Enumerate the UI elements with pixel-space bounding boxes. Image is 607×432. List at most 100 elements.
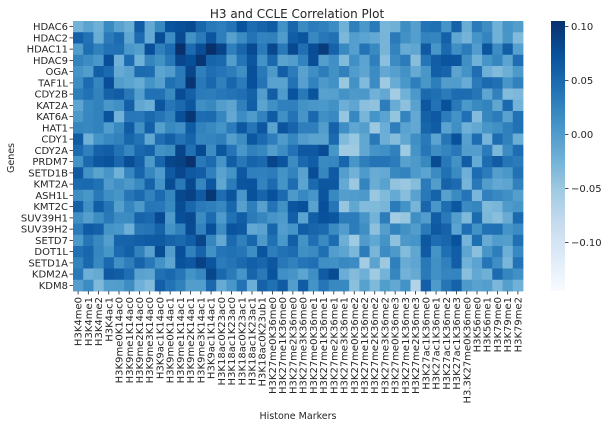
heatmap-cell (420, 111, 432, 123)
heatmap-cell (154, 32, 166, 44)
heatmap-cell (359, 178, 370, 191)
heatmap-cell (349, 66, 360, 78)
heatmap-cell (318, 133, 330, 146)
heatmap-cell (390, 212, 401, 224)
x-tick-label: H3K27ac1K36me3 (452, 297, 463, 390)
heatmap-cell (195, 122, 207, 134)
heatmap-cell (185, 201, 197, 213)
heatmap-cell (124, 43, 135, 56)
heatmap-cell (349, 77, 360, 89)
heatmap-cell (287, 178, 299, 191)
heatmap-cell (492, 189, 503, 202)
heatmap-cell (359, 201, 370, 213)
heatmap-cell (83, 43, 94, 56)
heatmap-cell (369, 144, 381, 157)
heatmap-cell (226, 178, 238, 191)
heatmap-cell (277, 43, 289, 56)
heatmap-cell (512, 88, 524, 101)
heatmap-cell (492, 88, 503, 101)
heatmap-cell (379, 144, 391, 157)
y-tick-label: KMT2C (33, 202, 68, 213)
heatmap-cell (379, 257, 391, 269)
heatmap-cell (113, 144, 125, 157)
heatmap-cell (154, 257, 166, 269)
heatmap-cell (144, 133, 156, 146)
heatmap-cell (308, 54, 319, 67)
heatmap-cell (154, 88, 166, 101)
heatmap-cell (400, 268, 411, 281)
heatmap-cell (185, 77, 197, 89)
heatmap-cell (430, 122, 442, 134)
heatmap-cell (369, 133, 381, 146)
heatmap-cell (83, 246, 94, 258)
x-tick-label: H3K27me3K36me2 (380, 297, 391, 394)
heatmap-cell (349, 32, 360, 44)
heatmap-cell (226, 144, 238, 157)
heatmap-cell (338, 66, 350, 78)
heatmap-cell (277, 99, 289, 112)
heatmap-cell (441, 223, 452, 236)
heatmap-cell (308, 122, 319, 134)
heatmap-cell (83, 88, 94, 101)
heatmap-cell (236, 223, 248, 236)
heatmap-cell (379, 167, 391, 179)
heatmap-cell (124, 189, 135, 202)
heatmap-cell (492, 246, 503, 258)
heatmap-cell (257, 133, 268, 146)
heatmap-cell (349, 189, 360, 202)
heatmap-cell (103, 133, 115, 146)
heatmap-cell (287, 111, 299, 123)
y-tick-label: CDY1 (41, 135, 68, 146)
heatmap-cell (492, 167, 503, 179)
heatmap-cell (430, 99, 442, 112)
heatmap-cell (103, 122, 115, 134)
heatmap-cell (236, 178, 248, 191)
heatmap-cell (430, 234, 442, 247)
heatmap-cell (73, 279, 84, 292)
heatmap-cell (216, 268, 227, 281)
heatmap-cell (124, 99, 135, 112)
heatmap-cell (502, 156, 514, 168)
heatmap-cell (492, 178, 503, 191)
y-tick-label: ASH1L (35, 191, 68, 202)
heatmap-cell (369, 246, 381, 258)
heatmap-cell (83, 268, 94, 281)
heatmap-cell (359, 66, 370, 78)
heatmap-cell (124, 246, 135, 258)
heatmap-cell (328, 279, 340, 292)
heatmap-cell (134, 54, 145, 67)
x-tick-labels: H3K4me0 H3K4me1 H3K4me2 H3K4ac1 H3K9me0K14ac… (74, 291, 524, 404)
heatmap-cell (113, 257, 125, 269)
heatmap-cell (359, 268, 370, 281)
heatmap-cell (359, 88, 370, 101)
heatmap-cell (338, 43, 350, 56)
heatmap-cell (349, 133, 360, 146)
heatmap-cell (93, 99, 105, 112)
y-tick-label: CDY2A (35, 146, 69, 157)
heatmap-cell (492, 201, 503, 213)
heatmap-cell (205, 133, 217, 146)
heatmap-cell (144, 32, 156, 44)
heatmap-cell (420, 246, 432, 258)
heatmap-cell (461, 99, 473, 112)
heatmap-cell (205, 88, 217, 101)
heatmap-cell (298, 21, 309, 33)
heatmap-cell (236, 246, 248, 258)
heatmap-cell (420, 223, 432, 236)
heatmap-cell (298, 201, 309, 213)
heatmap-cell (318, 21, 330, 33)
heatmap-cell (328, 32, 340, 44)
heatmap-cell (165, 111, 176, 123)
heatmap-cell (93, 88, 105, 101)
heatmap-cell (471, 212, 483, 224)
heatmap-cell (328, 122, 340, 134)
heatmap-cell (420, 201, 432, 213)
heatmap-cell (349, 167, 360, 179)
heatmap-cell (338, 32, 350, 44)
heatmap-cell (93, 201, 105, 213)
heatmap-cell (226, 54, 238, 67)
heatmap-cell (349, 111, 360, 123)
heatmap-cell (502, 99, 514, 112)
heatmap-cell (400, 189, 411, 202)
heatmap-cell (441, 21, 452, 33)
